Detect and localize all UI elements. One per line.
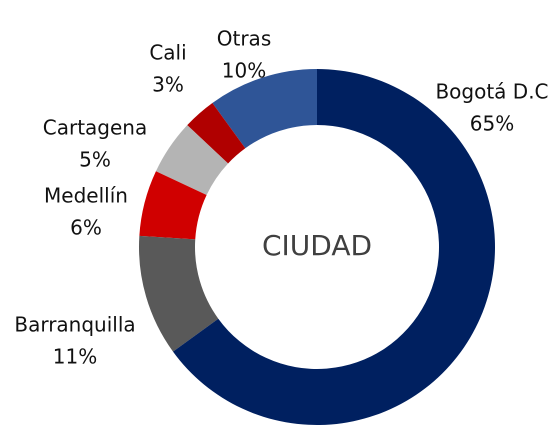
segment-name: Medellín [44, 184, 128, 208]
segment-value-label: 65% [470, 112, 514, 136]
segment-value-label: 10% [222, 59, 266, 83]
segment-value-label: 6% [70, 216, 102, 240]
segment-value-label: 11% [53, 345, 97, 369]
segment-name: Cartagena [43, 116, 147, 140]
donut-segment [155, 125, 229, 196]
donut-segment [139, 171, 207, 240]
segment-value-label: 3% [152, 73, 184, 97]
donut-segment [187, 102, 246, 164]
donut-segment [212, 69, 317, 149]
segment-name: Otras [217, 27, 271, 51]
segment-name: Barranquilla [14, 313, 135, 337]
donut-segment [172, 69, 495, 425]
segment-value-label: 5% [79, 148, 111, 172]
segment-name: Cali [149, 41, 186, 65]
segment-name: Bogotá D.C [435, 80, 548, 104]
donut-segment [139, 235, 219, 352]
center-label: CIUDAD [262, 229, 372, 262]
